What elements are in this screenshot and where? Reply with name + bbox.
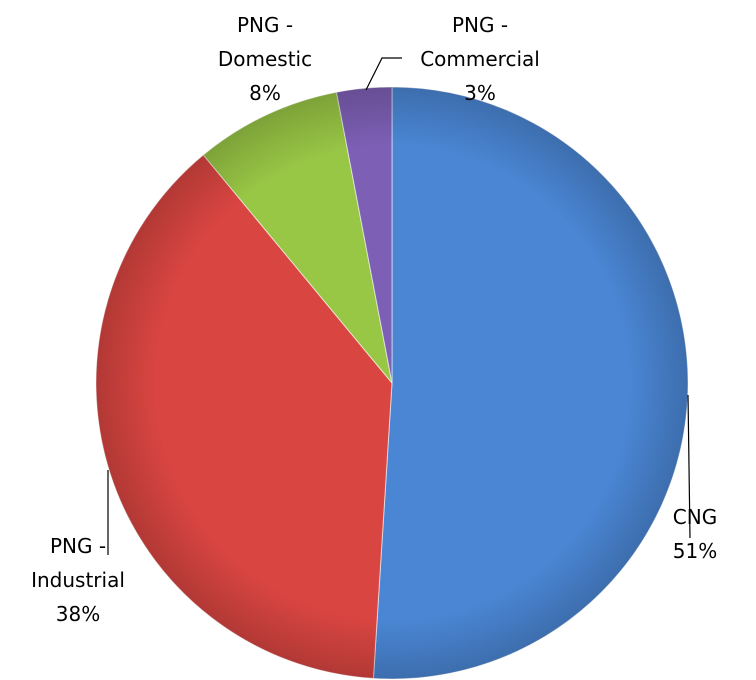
label-name: PNG - Commercial <box>420 13 540 71</box>
data-label: PNG - Industrial 38% <box>18 529 138 631</box>
label-value: 3% <box>464 81 496 105</box>
leader-line <box>687 394 691 539</box>
label-value: 8% <box>249 81 281 105</box>
label-value: 38% <box>55 602 101 626</box>
data-label: PNG - Commercial 3% <box>420 8 540 110</box>
label-name: CNG <box>672 505 718 529</box>
pie <box>95 86 689 680</box>
data-label: PNG - Domestic 8% <box>205 8 325 110</box>
label-name: PNG - Domestic <box>217 13 313 71</box>
pie-slice <box>372 86 689 680</box>
leader-line <box>365 57 402 91</box>
data-label: CNG 51% <box>660 500 730 568</box>
label-name: PNG - Industrial <box>31 534 125 592</box>
label-value: 51% <box>672 539 718 563</box>
